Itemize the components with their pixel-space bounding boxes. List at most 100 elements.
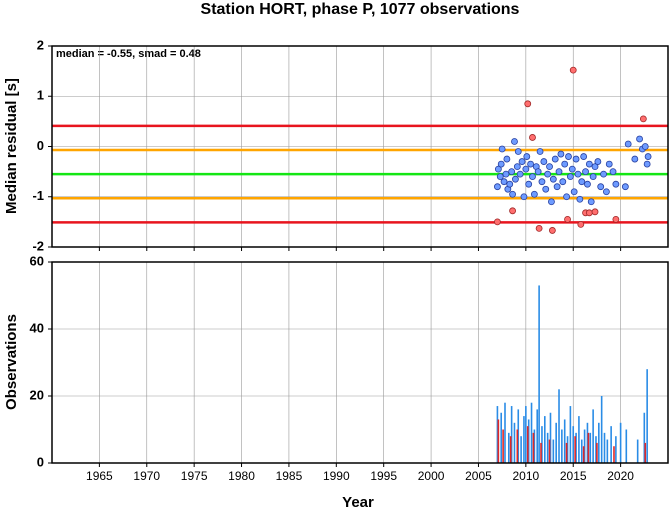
x-tick-label: 1985 <box>276 469 303 483</box>
bar <box>569 406 572 463</box>
bar <box>500 412 503 463</box>
point <box>540 158 548 165</box>
bar <box>533 429 536 463</box>
point <box>529 173 536 181</box>
point <box>502 170 510 178</box>
point <box>549 175 557 183</box>
bar <box>596 442 598 463</box>
point <box>527 160 534 168</box>
x-tick-label: 1990 <box>323 469 350 483</box>
bar <box>520 436 522 463</box>
x-tick-label: 2000 <box>418 469 445 483</box>
bar <box>532 432 535 463</box>
point <box>494 165 502 173</box>
point <box>612 180 620 188</box>
point <box>591 208 599 216</box>
bar <box>509 436 512 463</box>
bar <box>538 285 540 463</box>
point <box>578 178 586 186</box>
point <box>572 155 580 163</box>
bar <box>619 422 622 463</box>
bar <box>610 426 612 463</box>
x-tick-label: 1980 <box>228 469 255 483</box>
x-tick-label: 1975 <box>181 469 208 483</box>
bar <box>598 422 600 463</box>
point <box>520 193 528 201</box>
y-tick-label: 0 <box>37 454 44 469</box>
bar <box>527 419 530 463</box>
bar <box>507 432 510 463</box>
point <box>564 215 571 223</box>
point <box>509 190 516 198</box>
point <box>594 158 602 165</box>
point <box>612 215 620 223</box>
point <box>565 153 572 160</box>
point <box>621 183 629 191</box>
point <box>514 148 522 155</box>
bar <box>555 422 557 463</box>
bar <box>578 416 580 463</box>
point <box>605 160 613 168</box>
point <box>603 188 610 196</box>
point <box>555 168 563 176</box>
bar <box>536 409 539 463</box>
point <box>639 115 647 123</box>
point <box>591 163 599 171</box>
bar <box>504 402 506 463</box>
bar <box>541 426 543 463</box>
bar <box>572 426 575 463</box>
point <box>534 168 542 176</box>
point <box>585 160 593 168</box>
bar <box>526 426 529 463</box>
bar <box>582 446 585 463</box>
point <box>516 170 524 178</box>
point <box>582 168 589 176</box>
x-axis-label: Year <box>342 494 374 511</box>
point <box>494 218 501 226</box>
bar <box>586 422 589 463</box>
point <box>551 155 559 163</box>
point <box>536 148 544 155</box>
bar <box>646 369 648 463</box>
point <box>636 135 643 143</box>
bar <box>558 389 560 463</box>
y-tick-label: 60 <box>30 253 44 268</box>
bar <box>565 442 568 463</box>
point <box>497 160 505 168</box>
bar <box>644 442 647 463</box>
plot-area <box>52 262 668 463</box>
bar <box>600 396 603 463</box>
point <box>513 163 521 171</box>
y-axis-label: Observations <box>3 314 20 410</box>
bar <box>575 432 577 463</box>
point <box>500 178 508 186</box>
bar <box>603 432 606 463</box>
point <box>609 168 617 176</box>
point <box>496 173 504 181</box>
bar <box>587 432 590 463</box>
point <box>506 180 514 188</box>
point <box>584 180 591 188</box>
bar <box>625 429 628 463</box>
bar <box>592 409 594 463</box>
point <box>585 209 593 217</box>
point <box>570 188 578 196</box>
y-tick-label: -1 <box>32 188 44 203</box>
bar <box>548 439 551 463</box>
point <box>518 158 526 165</box>
bar <box>496 406 499 463</box>
point <box>641 143 649 150</box>
bar <box>497 419 500 463</box>
y-tick-label: 1 <box>37 88 44 103</box>
point <box>576 195 584 203</box>
bar <box>525 406 527 463</box>
y-tick-label: 40 <box>30 320 44 335</box>
point <box>587 198 595 206</box>
x-tick-label: 2005 <box>465 469 492 483</box>
y-tick-label: 2 <box>37 37 44 52</box>
plot-frame <box>51 45 669 248</box>
point <box>580 153 588 160</box>
bar <box>589 432 592 463</box>
bar <box>513 422 516 463</box>
